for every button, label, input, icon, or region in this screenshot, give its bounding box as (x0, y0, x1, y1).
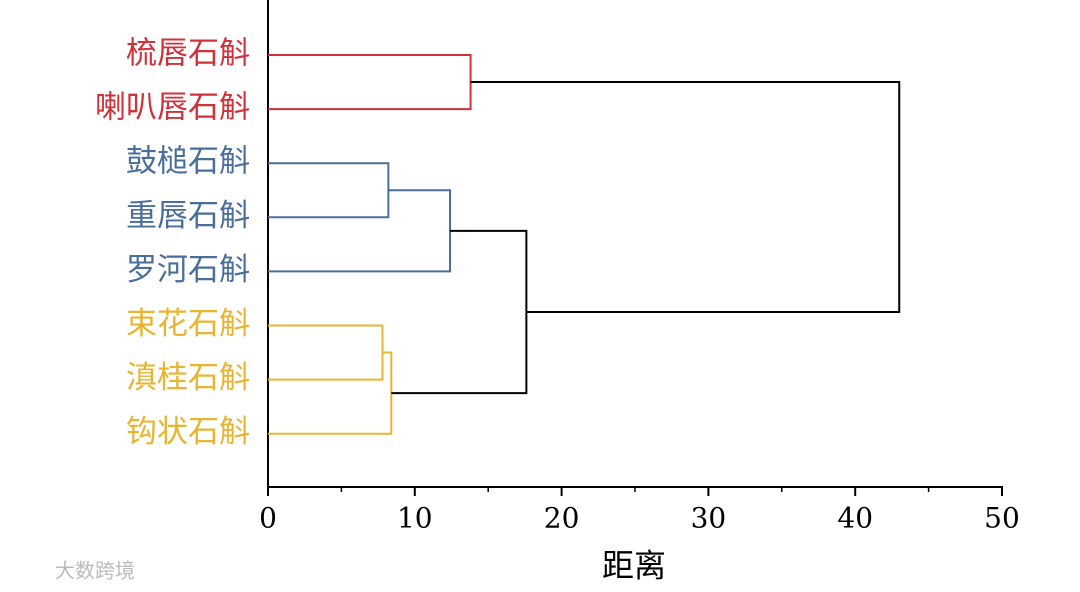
x-tick-label: 10 (397, 502, 433, 535)
leaf-label: 滇桂石斛 (126, 360, 250, 396)
x-tick-label: 30 (691, 502, 727, 535)
dendrogram-link (391, 229, 528, 395)
x-axis-label: 距离 (602, 547, 666, 585)
leaf-label: 喇叭唇石斛 (95, 90, 250, 126)
x-tick-label: 20 (544, 502, 580, 535)
dendrogram-link (470, 81, 901, 313)
dendrogram-link (268, 351, 393, 435)
leaf-label: 束花石斛 (126, 306, 250, 342)
leaf-label: 罗河石斛 (126, 252, 250, 288)
x-tick-label: 0 (259, 502, 277, 535)
leaf-label: 钩状石斛 (126, 414, 250, 450)
dendrogram-link (268, 189, 452, 273)
x-tick-label: 50 (984, 502, 1020, 535)
dendrogram-link (268, 162, 390, 219)
dendrogram-link (268, 324, 384, 381)
leaf-label: 鼓槌石斛 (126, 144, 250, 180)
leaf-label: 梳唇石斛 (126, 36, 250, 72)
leaf-label: 重唇石斛 (126, 198, 250, 234)
dendrogram-link (268, 54, 472, 111)
watermark: 大数跨境 (55, 559, 135, 583)
x-tick-label: 40 (837, 502, 873, 535)
